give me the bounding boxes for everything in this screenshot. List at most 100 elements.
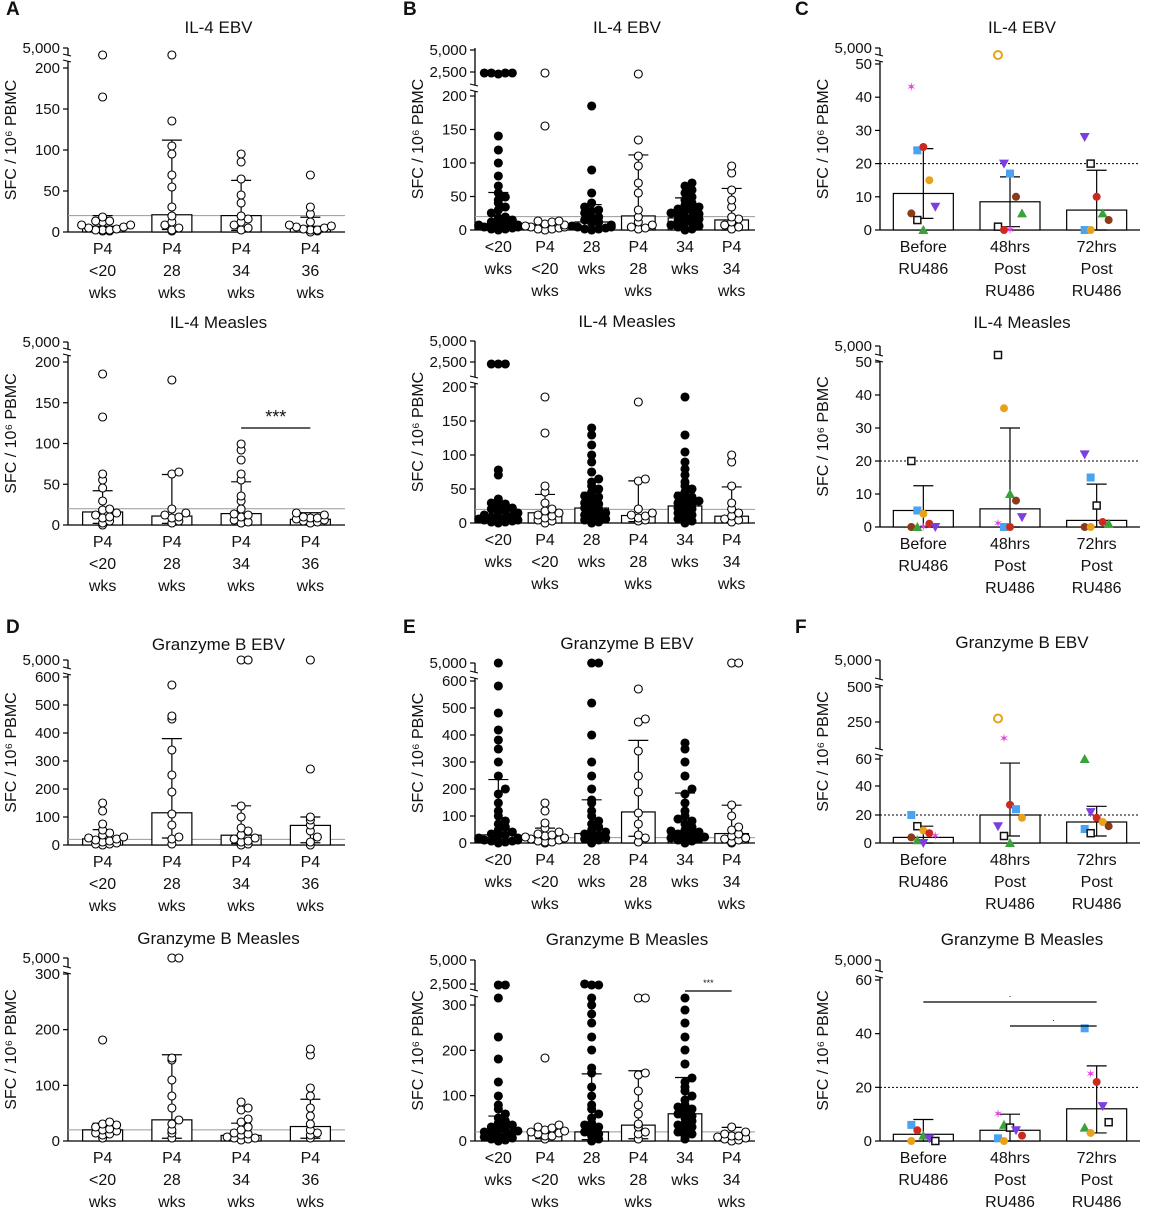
y-tick-label: 100	[442, 1088, 467, 1105]
data-point	[167, 1053, 177, 1063]
data-point	[680, 430, 690, 440]
data-point	[305, 764, 315, 774]
data-point	[680, 1095, 690, 1105]
panel-label: E	[403, 617, 416, 638]
data-point	[633, 151, 643, 161]
x-category-label: wks	[296, 898, 325, 915]
y-tick-label: 60	[855, 972, 872, 989]
data-point	[587, 1082, 597, 1092]
chart-title: Granzyme B EBV	[560, 634, 694, 653]
data-point	[305, 1091, 315, 1101]
x-category-label: 72hrs	[1077, 239, 1117, 256]
x-category-label: P4	[231, 1150, 251, 1167]
x-category-label: P4	[722, 852, 742, 869]
data-point	[680, 757, 690, 767]
data-point	[167, 170, 177, 180]
data-point	[626, 222, 636, 232]
x-category-label: 34	[232, 556, 250, 573]
chart-title: IL-4 Measles	[170, 313, 267, 332]
data-point	[687, 1104, 697, 1114]
data-point	[98, 819, 108, 829]
data-point	[486, 217, 496, 227]
data-point	[181, 508, 191, 518]
x-category-label: P4	[162, 241, 182, 258]
x-category-label: wks	[296, 1194, 325, 1211]
data-point	[993, 822, 1003, 832]
data-point	[680, 798, 690, 808]
data-point	[687, 1091, 697, 1101]
data-point	[98, 469, 108, 479]
chart-a1: A IL-4 EBV SFC / 10⁶ PBMC 0 50 100 150 200 5,000…	[3, 0, 345, 302]
data-point	[520, 832, 530, 842]
x-category-label: wks	[577, 1172, 606, 1189]
data-point	[493, 1054, 503, 1064]
y-axis-label: SFC / 10⁶ PBMC	[410, 693, 427, 813]
data-point	[919, 143, 928, 151]
axis-break-mark	[62, 965, 72, 969]
x-category-label: wks	[670, 261, 699, 278]
significance-label: ***	[265, 407, 286, 427]
data-point	[1080, 1024, 1089, 1033]
x-category-label: wks	[226, 1194, 255, 1211]
data-point	[167, 182, 177, 192]
y-tick-label: 100	[442, 808, 467, 825]
data-point	[493, 131, 503, 141]
data-point	[474, 833, 484, 843]
data-point	[236, 812, 246, 822]
axis-break-mark	[874, 975, 884, 979]
x-category-label: wks	[717, 283, 746, 300]
data-point	[493, 798, 503, 808]
y-tick-label: 5,000	[834, 952, 872, 969]
x-category-label: wks	[530, 896, 559, 913]
data-point	[640, 714, 650, 724]
x-category-label: 28	[163, 556, 181, 573]
x-category-label: wks	[484, 261, 513, 278]
y-tick-label: 5,000	[429, 42, 467, 59]
data-point	[98, 369, 108, 379]
x-category-label: RU486	[1072, 1194, 1122, 1211]
data-point	[174, 512, 184, 522]
data-point	[680, 1018, 690, 1028]
x-category-label: wks	[157, 285, 186, 302]
x-category-label: 48hrs	[990, 1150, 1030, 1167]
data-point	[694, 827, 704, 837]
data-point	[673, 491, 683, 501]
axis-break-gap	[471, 672, 479, 678]
data-point	[105, 1117, 115, 1127]
data-point	[567, 221, 577, 231]
data-point	[1017, 208, 1027, 218]
axis-break-mark	[874, 359, 884, 363]
data-point	[633, 188, 643, 198]
x-category-label: P4	[722, 1150, 742, 1167]
data-point	[493, 1113, 503, 1123]
data-point	[513, 1126, 523, 1136]
y-tick-label: 0	[459, 515, 467, 532]
data-point	[540, 498, 550, 508]
data-point	[1079, 754, 1090, 763]
data-point	[540, 806, 550, 816]
axis-break-gap	[64, 668, 72, 674]
x-category-label: 36	[301, 1172, 319, 1189]
data-point	[587, 440, 597, 450]
data-point	[913, 146, 922, 155]
chart-title: Granzyme B Measles	[546, 930, 709, 949]
data-point	[633, 787, 643, 797]
data-point	[720, 1129, 730, 1139]
data-point	[250, 833, 260, 843]
axis-break-mark	[469, 83, 479, 87]
data-point	[633, 808, 643, 818]
data-point	[486, 359, 496, 369]
x-category-label: RU486	[898, 1172, 948, 1189]
data-point	[91, 216, 101, 226]
data-point	[479, 1127, 489, 1137]
data-point	[236, 823, 246, 833]
data-point	[1092, 192, 1101, 201]
data-point	[1104, 822, 1113, 831]
x-category-label: <20	[485, 239, 512, 256]
y-tick-label: 50	[43, 476, 60, 493]
data-point	[633, 161, 643, 171]
data-point	[601, 827, 611, 837]
y-tick-label: 200	[442, 1042, 467, 1059]
data-point	[236, 504, 246, 514]
data-point	[174, 467, 184, 477]
